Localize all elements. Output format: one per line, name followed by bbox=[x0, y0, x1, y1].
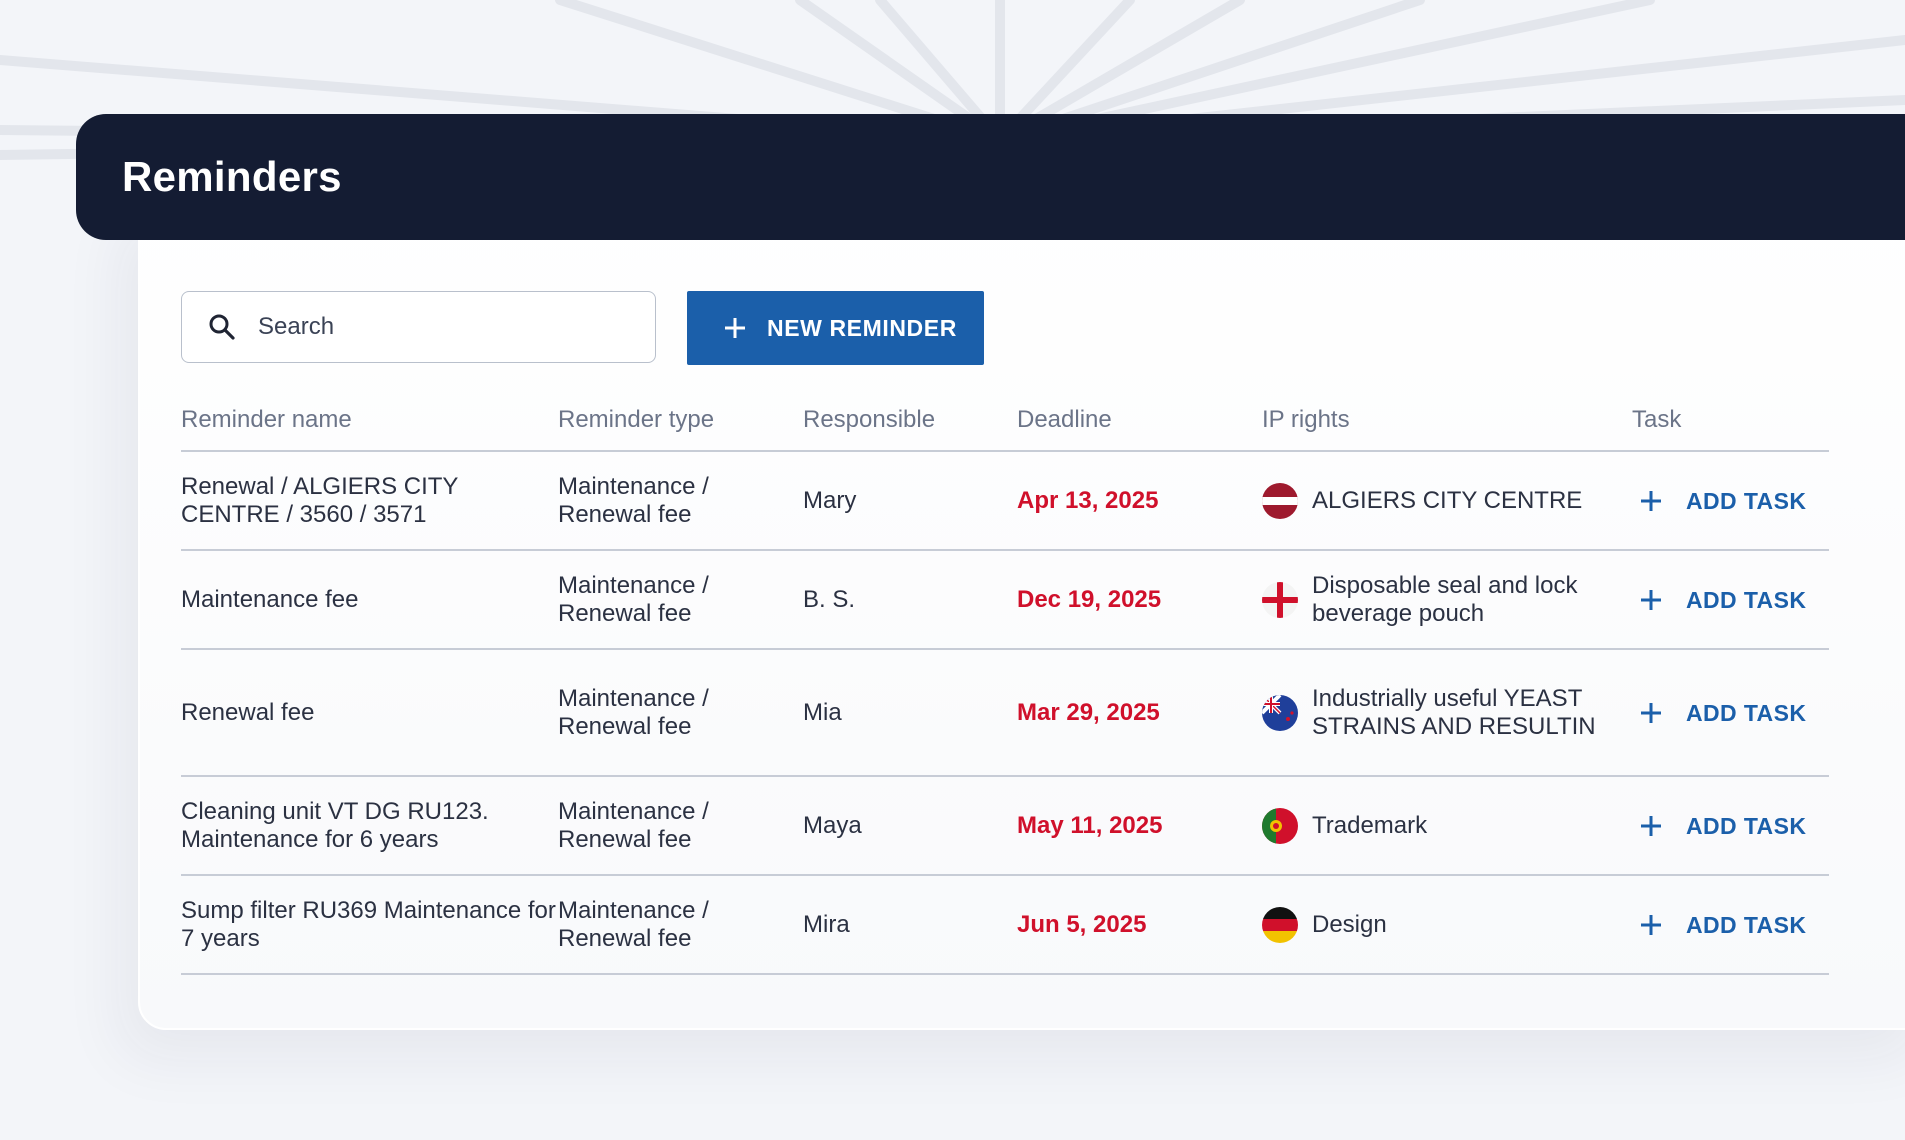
add-task-button[interactable]: ADD TASK bbox=[1632, 812, 1829, 840]
column-header-deadline[interactable]: Deadline bbox=[1017, 406, 1112, 433]
plus-icon bbox=[1641, 702, 1661, 723]
plus-icon bbox=[1641, 589, 1661, 610]
reminder-name: Renewal / ALGIERS CITY CENTRE / 3560 / 3… bbox=[181, 472, 459, 528]
responsible: Mia bbox=[803, 698, 842, 726]
page-title: Reminders bbox=[122, 153, 342, 200]
search-icon bbox=[209, 314, 235, 340]
reminder-name: Renewal fee bbox=[181, 698, 315, 726]
plus-icon bbox=[1641, 815, 1661, 836]
deadline: May 11, 2025 bbox=[1017, 811, 1163, 839]
deadline: Mar 29, 2025 bbox=[1017, 698, 1160, 726]
add-task-button[interactable]: ADD TASK bbox=[1632, 699, 1829, 727]
ip-right-label: ALGIERS CITY CENTRE bbox=[1312, 486, 1583, 514]
add-task-button[interactable]: ADD TASK bbox=[1632, 586, 1829, 614]
table-row[interactable]: Renewal / ALGIERS CITY CENTRE / 3560 / 3… bbox=[181, 452, 1829, 551]
search-box[interactable] bbox=[181, 291, 656, 363]
england-flag-icon bbox=[1262, 581, 1298, 618]
ip-right-label: Trademark bbox=[1312, 811, 1428, 839]
table-row[interactable]: Cleaning unit VT DG RU123. Maintenance f… bbox=[181, 777, 1829, 876]
reminder-type: Maintenance / Renewal fee bbox=[558, 571, 709, 627]
ip-right-label: Design bbox=[1312, 910, 1387, 938]
reminder-name: Sump filter RU369 Maintenance for 7 year… bbox=[181, 896, 556, 952]
plus-icon bbox=[1641, 914, 1661, 935]
responsible: Maya bbox=[803, 811, 862, 839]
column-header-type[interactable]: Reminder type bbox=[558, 406, 715, 433]
reminders-table: Reminder name Reminder type Responsible … bbox=[181, 390, 1829, 975]
reminder-type: Maintenance / Renewal fee bbox=[558, 684, 709, 740]
ip-right[interactable]: Disposable seal and lock beverage pouch bbox=[1262, 572, 1632, 628]
table-row[interactable]: Renewal fee Maintenance / Renewal fee Mi… bbox=[181, 650, 1829, 777]
reminder-name: Cleaning unit VT DG RU123. Maintenance f… bbox=[181, 797, 489, 853]
column-header-responsible[interactable]: Responsible bbox=[803, 406, 936, 433]
column-header-task[interactable]: Task bbox=[1632, 406, 1682, 433]
new-reminder-label: NEW REMINDER bbox=[767, 314, 957, 341]
add-task-button[interactable]: ADD TASK bbox=[1632, 487, 1829, 515]
new-zealand-flag-icon bbox=[1262, 694, 1298, 731]
column-header-name[interactable]: Reminder name bbox=[181, 406, 352, 433]
deadline: Jun 5, 2025 bbox=[1017, 910, 1147, 938]
page-header: Reminders bbox=[76, 114, 1905, 240]
germany-flag-icon bbox=[1262, 906, 1298, 943]
add-task-label: ADD TASK bbox=[1686, 487, 1807, 514]
ip-right[interactable]: Design bbox=[1262, 906, 1632, 943]
ip-right[interactable]: Industrially useful YEAST STRAINS AND RE… bbox=[1262, 685, 1632, 741]
portugal-flag-icon bbox=[1262, 807, 1298, 844]
ip-right-label: Disposable seal and lock beverage pouch bbox=[1312, 571, 1578, 627]
table-header: Reminder name Reminder type Responsible … bbox=[181, 390, 1829, 452]
add-task-label: ADD TASK bbox=[1686, 911, 1807, 938]
responsible: B. S. bbox=[803, 585, 856, 613]
search-input[interactable] bbox=[256, 312, 620, 342]
reminder-name: Maintenance fee bbox=[181, 585, 359, 613]
add-task-label: ADD TASK bbox=[1686, 586, 1807, 613]
table-row[interactable]: Sump filter RU369 Maintenance for 7 year… bbox=[181, 876, 1829, 975]
plus-icon bbox=[725, 318, 745, 338]
new-reminder-button[interactable]: NEW REMINDER bbox=[687, 291, 984, 365]
deadline: Apr 13, 2025 bbox=[1017, 486, 1159, 514]
add-task-button[interactable]: ADD TASK bbox=[1632, 911, 1829, 939]
add-task-label: ADD TASK bbox=[1686, 699, 1807, 726]
deadline: Dec 19, 2025 bbox=[1017, 585, 1162, 613]
reminder-type: Maintenance / Renewal fee bbox=[558, 797, 709, 853]
ip-right-label: Industrially useful YEAST STRAINS AND RE… bbox=[1312, 684, 1596, 740]
column-header-ip-rights[interactable]: IP rights bbox=[1262, 406, 1350, 433]
reminder-type: Maintenance / Renewal fee bbox=[558, 896, 709, 952]
reminder-type: Maintenance / Renewal fee bbox=[558, 472, 709, 528]
responsible: Mira bbox=[803, 910, 850, 938]
plus-icon bbox=[1641, 490, 1661, 511]
ip-right[interactable]: Trademark bbox=[1262, 807, 1632, 844]
add-task-label: ADD TASK bbox=[1686, 812, 1807, 839]
table-row[interactable]: Maintenance fee Maintenance / Renewal fe… bbox=[181, 551, 1829, 650]
responsible: Mary bbox=[803, 486, 857, 514]
ip-right[interactable]: ALGIERS CITY CENTRE bbox=[1262, 482, 1632, 519]
latvia-flag-icon bbox=[1262, 482, 1298, 519]
